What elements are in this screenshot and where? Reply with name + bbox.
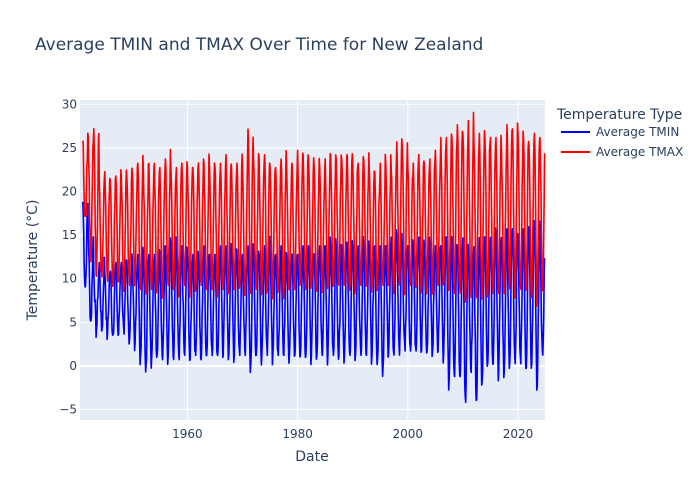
x-axis-ticks: 1960 1980 2000 2020	[172, 427, 533, 441]
legend[interactable]: Temperature Type Average TMIN Average TM…	[556, 107, 683, 159]
x-tick-label: 2000	[393, 427, 424, 441]
chart-title: Average TMIN and TMAX Over Time for New …	[35, 35, 483, 55]
y-tick-label: 25	[62, 141, 77, 155]
series-line-tmax	[82, 111, 546, 307]
y-tick-label: −5	[59, 403, 77, 417]
y-tick-label: 20	[62, 185, 77, 199]
x-axis-title: Date	[295, 449, 328, 465]
legend-label-tmin: Average TMIN	[596, 125, 679, 139]
y-tick-label: 10	[62, 272, 77, 286]
series-line-tmin	[82, 201, 546, 404]
legend-label-tmax: Average TMAX	[596, 145, 683, 159]
y-axis-ticks: −5 0 5 10 15 20 25 30	[59, 97, 77, 416]
x-tick-label: 1960	[172, 427, 203, 441]
y-tick-label: 30	[62, 97, 77, 111]
legend-title: Temperature Type	[556, 107, 682, 123]
legend-item-tmax[interactable]: Average TMAX	[561, 145, 683, 159]
x-tick-label: 2020	[503, 427, 534, 441]
y-tick-label: 15	[62, 228, 77, 242]
y-axis-title: Temperature (°C)	[25, 200, 41, 322]
y-tick-label: 5	[69, 315, 77, 329]
series-layer	[82, 111, 546, 404]
legend-item-tmin[interactable]: Average TMIN	[561, 125, 679, 139]
x-tick-label: 1980	[282, 427, 313, 441]
y-tick-label: 0	[69, 359, 77, 373]
